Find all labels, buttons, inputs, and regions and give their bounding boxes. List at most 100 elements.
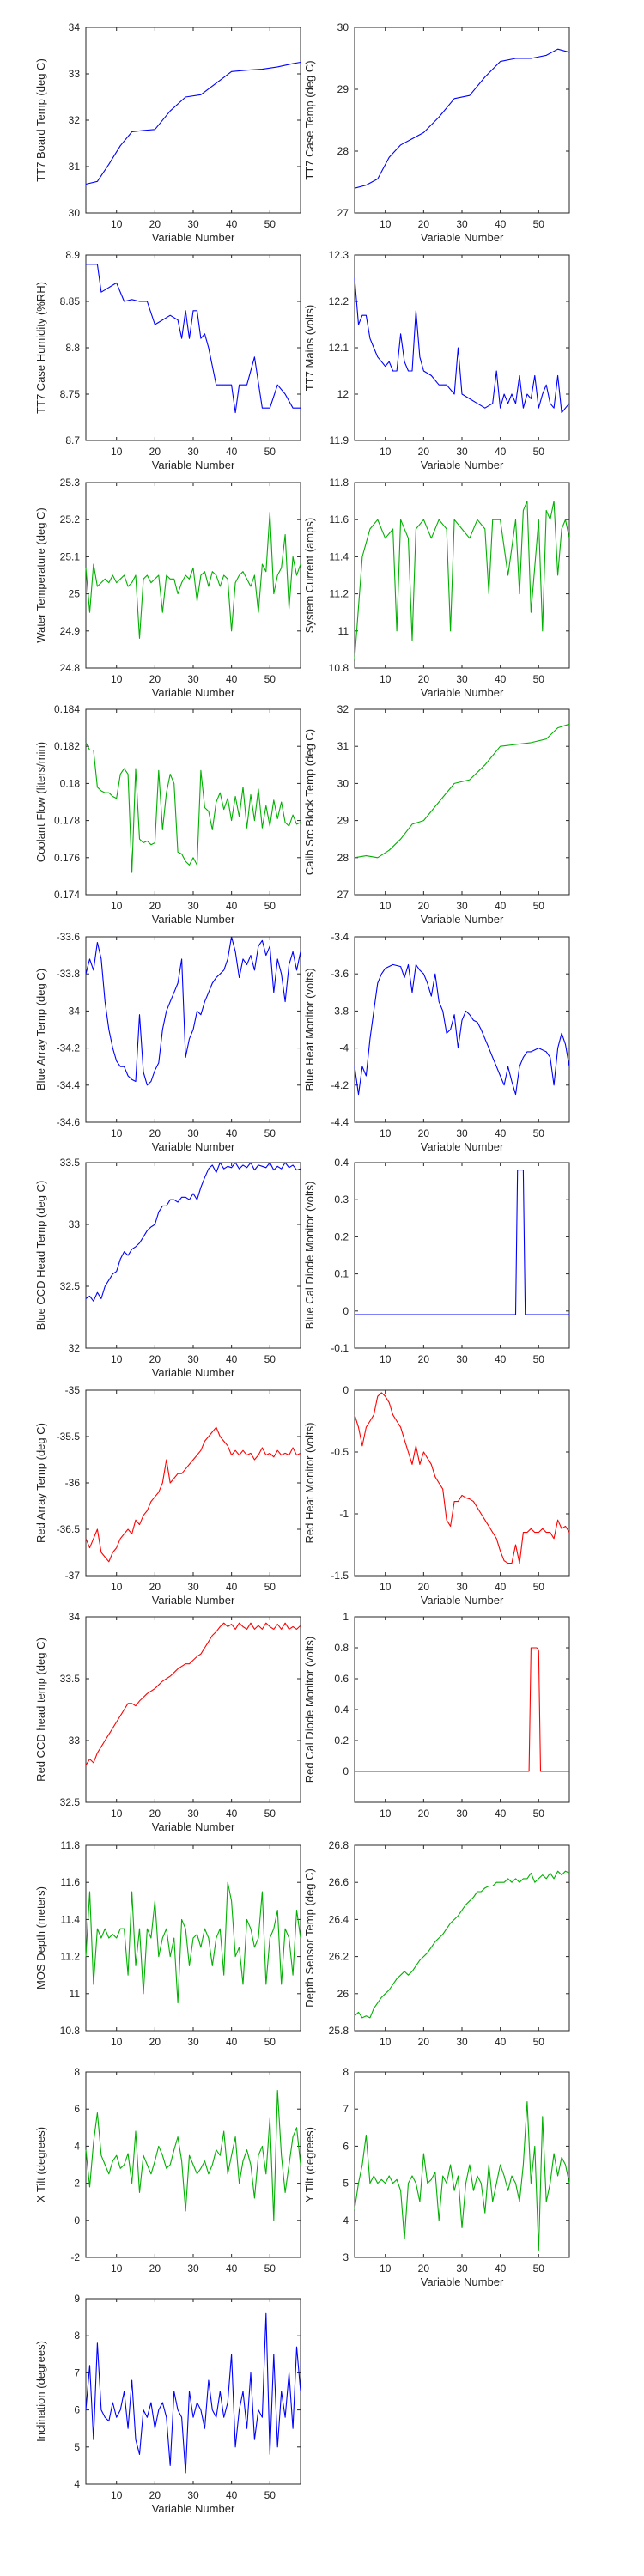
chart-9-y-tick-label: -33.6	[57, 931, 81, 943]
chart-7-y-tick-label: 0.182	[54, 740, 80, 752]
chart-5-x-tick-label: 50	[264, 673, 276, 685]
chart-17-x-tick-label: 20	[149, 2036, 161, 2048]
chart-1-x-tick-label: 30	[187, 218, 199, 230]
chart-6-y-tick-label: 10.8	[329, 662, 349, 674]
chart-4-y-axis-label: TT7 Mains (volts)	[303, 305, 316, 391]
chart-2-x-tick-label: 50	[533, 218, 545, 230]
chart-19-y-axis-label: X Tilt (degrees)	[34, 2127, 47, 2202]
chart-14-x-tick-label: 10	[380, 1581, 392, 1593]
chart-21-y-tick-label: 9	[74, 2293, 80, 2305]
chart-14-x-tick-label: 20	[418, 1581, 430, 1593]
chart-10-x-tick-label: 50	[533, 1127, 545, 1139]
chart-8-y-axis-label: Calib Src Block Temp (deg C)	[303, 729, 316, 875]
chart-15-x-tick-label: 10	[111, 1807, 123, 1820]
chart-6-x-tick-label: 30	[456, 673, 468, 685]
chart-12-y-tick-label: 0.4	[334, 1157, 349, 1169]
chart-3-x-tick-label: 20	[149, 446, 161, 458]
chart-20-plot-frame	[354, 2071, 570, 2258]
chart-20-x-tick-label: 30	[456, 2263, 468, 2275]
chart-1-x-tick-label: 20	[149, 218, 161, 230]
chart-13-x-tick-label: 30	[187, 1581, 199, 1593]
chart-5-x-tick-label: 20	[149, 673, 161, 685]
chart-20-y-tick-label: 3	[343, 2251, 349, 2263]
chart-8-series-line	[354, 723, 570, 859]
chart-9-y-tick-label: -33.8	[57, 968, 81, 980]
chart-3-y-tick-label: 8.75	[60, 388, 81, 400]
chart-20-y-axis-label: Y Tilt (degrees)	[303, 2127, 316, 2202]
chart-13-y-tick-label: -36.5	[57, 1523, 81, 1535]
chart-8-y-tick-label: 27	[337, 889, 349, 901]
chart-15-y-tick-label: 33.5	[60, 1673, 81, 1685]
chart-10-y-tick-label: -3.6	[331, 968, 349, 980]
chart-18-y-axis-label: Depth Sensor Temp (deg C)	[303, 1868, 316, 2008]
chart-3-x-axis-label: Variable Number	[152, 459, 235, 471]
chart-15-x-tick-label: 50	[264, 1807, 276, 1820]
chart-18-y-tick-label: 26.6	[329, 1876, 349, 1888]
chart-16-y-tick-label: 0.4	[334, 1704, 349, 1716]
chart-21-series-line	[85, 2312, 301, 2474]
chart-16-y-axis-label: Red Cal Diode Monitor (volts)	[303, 1637, 316, 1783]
chart-17-y-tick-label: 11.2	[61, 1951, 81, 1963]
chart-14-y-tick-label: -1	[339, 1508, 349, 1520]
chart-13-y-tick-label: -35.5	[57, 1431, 81, 1443]
chart-7-y-tick-label: 0.184	[54, 703, 80, 715]
chart-3-y-tick-label: 8.8	[65, 342, 80, 354]
chart-11-plot-frame	[85, 1162, 301, 1349]
chart-7-y-axis-label: Coolant Flow (liters/min)	[34, 742, 47, 862]
chart-21-x-axis-label: Variable Number	[152, 2502, 235, 2515]
chart-20-y-tick-label: 8	[343, 2066, 349, 2078]
chart-10-x-tick-label: 40	[495, 1127, 507, 1139]
chart-2-y-tick-label: 27	[337, 207, 349, 219]
chart-6-y-tick-label: 11.6	[330, 513, 349, 526]
chart-7-y-tick-label: 0.176	[54, 852, 80, 864]
chart-18-x-tick-label: 50	[533, 2036, 545, 2048]
chart-19-x-tick-label: 10	[111, 2263, 123, 2275]
chart-13-y-tick-label: -36	[65, 1477, 81, 1489]
chart-19-y-tick-label: 6	[74, 2103, 80, 2115]
chart-5-plot-frame	[85, 482, 301, 669]
chart-19-x-tick-label: 30	[187, 2263, 199, 2275]
chart-13-series-line	[85, 1426, 301, 1563]
chart-1-y-tick-label: 32	[69, 114, 81, 126]
chart-14-y-tick-label: -0.5	[331, 1446, 349, 1458]
chart-3-y-tick-label: 8.85	[60, 295, 81, 307]
chart-20-x-tick-label: 20	[418, 2263, 430, 2275]
chart-20-y-tick-label: 6	[343, 2140, 349, 2152]
chart-12-x-tick-label: 10	[380, 1353, 392, 1365]
chart-12-x-tick-label: 20	[418, 1353, 430, 1365]
chart-20-x-tick-label: 10	[380, 2263, 392, 2275]
chart-1-y-tick-label: 31	[69, 161, 81, 173]
chart-14-plot-frame	[354, 1389, 570, 1577]
chart-9-y-tick-label: -34.2	[57, 1042, 81, 1054]
chart-16-x-tick-label: 30	[456, 1807, 468, 1820]
chart-3-x-tick-label: 10	[111, 446, 123, 458]
chart-18-y-tick-label: 26.8	[329, 1839, 349, 1851]
chart-21-y-tick-label: 5	[74, 2441, 80, 2453]
chart-7-y-tick-label: 0.174	[54, 889, 80, 901]
chart-2-x-tick-label: 20	[418, 218, 430, 230]
chart-1-x-tick-label: 50	[264, 218, 276, 230]
chart-11-y-tick-label: 32.5	[60, 1280, 81, 1292]
chart-14-y-tick-label: -1.5	[331, 1570, 349, 1582]
chart-7-x-tick-label: 50	[264, 900, 276, 912]
chart-17-y-tick-label: 11.4	[61, 1913, 81, 1925]
chart-12-series-line	[355, 1170, 569, 1315]
chart-17-x-tick-label: 50	[264, 2036, 276, 2048]
chart-17-x-tick-label: 10	[111, 2036, 123, 2048]
chart-18-x-tick-label: 10	[380, 2036, 392, 2048]
chart-11-x-tick-label: 10	[111, 1353, 123, 1365]
chart-7-y-tick-label: 0.178	[54, 815, 80, 827]
chart-10-plot-frame	[354, 936, 570, 1123]
chart-21-x-tick-label: 30	[187, 2489, 199, 2501]
chart-12-plot-frame	[354, 1162, 570, 1349]
chart-10-series-line	[354, 963, 570, 1096]
chart-10-x-tick-label: 20	[418, 1127, 430, 1139]
chart-4-y-tick-label: 12	[337, 388, 349, 400]
chart-2-series-line	[354, 48, 570, 189]
chart-5-x-tick-label: 30	[187, 673, 199, 685]
chart-11-x-tick-label: 50	[264, 1353, 276, 1365]
chart-5-y-tick-label: 24.8	[60, 662, 81, 674]
chart-18-y-tick-label: 25.8	[329, 2025, 349, 2037]
chart-7-x-tick-label: 20	[149, 900, 161, 912]
chart-5-y-tick-label: 25.1	[60, 550, 81, 562]
